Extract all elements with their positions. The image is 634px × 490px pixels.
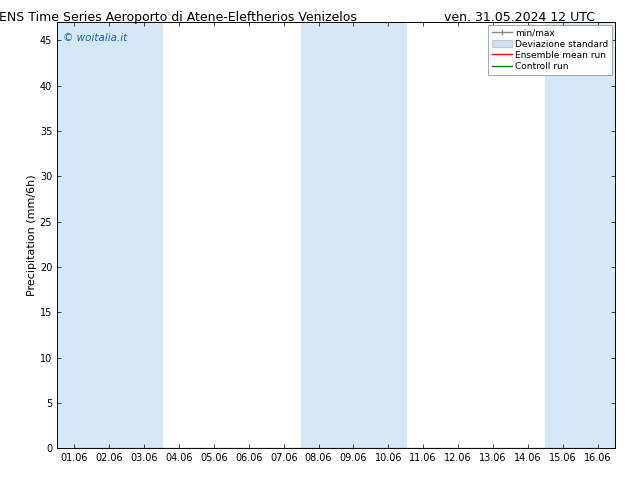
Legend: min/max, Deviazione standard, Ensemble mean run, Controll run: min/max, Deviazione standard, Ensemble m… bbox=[488, 25, 612, 75]
Text: ven. 31.05.2024 12 UTC: ven. 31.05.2024 12 UTC bbox=[444, 11, 595, 24]
Bar bbox=[301, 22, 406, 448]
Text: © woitalia.it: © woitalia.it bbox=[63, 33, 127, 43]
Y-axis label: Precipitation (mm/6h): Precipitation (mm/6h) bbox=[27, 174, 37, 296]
Bar bbox=[545, 22, 632, 448]
Text: ENS Time Series Aeroporto di Atene-Eleftherios Venizelos: ENS Time Series Aeroporto di Atene-Eleft… bbox=[0, 11, 356, 24]
Bar bbox=[57, 22, 162, 448]
